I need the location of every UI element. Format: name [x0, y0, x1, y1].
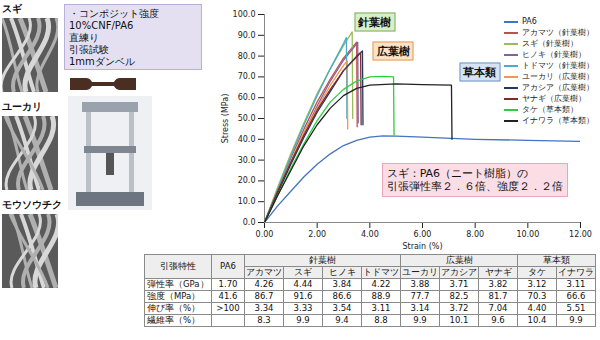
svg-text:30.0: 30.0: [238, 156, 256, 165]
html-text:4.40: 4.40: [527, 303, 547, 313]
html-text:1mmダンベル: 1mmダンベル: [69, 56, 135, 67]
html-text:繊維率（%）: 繊維率（%）: [147, 315, 201, 325]
svg-text:40.0: 40.0: [238, 135, 256, 144]
html-text:4.44: 4.44: [293, 279, 313, 289]
html-text:5.51: 5.51: [566, 303, 586, 313]
html-text:10%CNF/PA6: 10%CNF/PA6: [69, 20, 134, 31]
html-text:タケ: タケ: [528, 267, 546, 277]
html-text:針葉樹: 針葉樹: [358, 15, 392, 29]
html-text:>100: >100: [216, 303, 240, 313]
html-text:4.22: 4.22: [371, 279, 391, 289]
html-text:スギ（針葉樹）: スギ（針葉樹）: [522, 39, 578, 48]
html-text:モウソウチク: モウソウチク: [2, 199, 62, 210]
html-text:1.70: 1.70: [218, 279, 238, 289]
html-text:トドマツ ユーカリ アカシア: トドマツ ユーカリ アカシア: [363, 267, 477, 277]
svg-text:2.00: 2.00: [308, 230, 326, 239]
html-text:66.6: 66.6: [566, 291, 586, 301]
svg-text:Strain (%): Strain (%): [402, 242, 442, 251]
html-text:弾性率（GPa）: 弾性率（GPa）: [147, 279, 209, 289]
html-text:トドマツ（針葉樹）: トドマツ（針葉樹）: [522, 61, 594, 70]
svg-text:Stress (MPa): Stress (MPa): [221, 94, 230, 144]
html-text:9.9: 9.9: [296, 315, 310, 325]
html-text:86.7: 86.7: [254, 291, 274, 301]
html-text:3.14: 3.14: [410, 303, 430, 313]
html-text:ユーカリ: ユーカリ: [2, 101, 42, 112]
html-text:ヤナギ: ヤナギ: [484, 267, 512, 277]
svg-text:20.0: 20.0: [238, 176, 256, 185]
html-text:PA6: PA6: [522, 17, 537, 26]
html-text:ユーカリ（広葉樹）: ユーカリ（広葉樹）: [522, 72, 594, 81]
html-text:8.3: 8.3: [257, 315, 271, 325]
svg-text:0.00: 0.00: [256, 230, 274, 239]
html-text:82.5: 82.5: [449, 291, 469, 301]
html-text:イナワラ（草本類）: イナワラ（草本類）: [522, 116, 594, 125]
svg-text:90.0: 90.0: [238, 31, 256, 40]
html-text:3.11: 3.11: [566, 279, 586, 289]
html-text:3.54: 3.54: [332, 303, 352, 313]
html-text:ヒノキ（針葉樹）: ヒノキ（針葉樹）: [522, 50, 586, 59]
svg-text:70.0: 70.0: [238, 72, 256, 81]
html-text:86.6: 86.6: [332, 291, 352, 301]
html-text:アカシア（広葉樹）: アカシア（広葉樹）: [522, 83, 594, 92]
html-text:草本類: 草本類: [543, 255, 570, 265]
html-text:アカマツ: アカマツ: [246, 267, 282, 277]
svg-text:100.0: 100.0: [233, 10, 256, 19]
html-text:3.72: 3.72: [449, 303, 469, 313]
html-text:10.4: 10.4: [527, 315, 547, 325]
html-text:ヤナギ（広葉樹）: ヤナギ（広葉樹）: [522, 94, 586, 103]
html-text:81.7: 81.7: [488, 291, 508, 301]
html-text:10.1: 10.1: [449, 315, 469, 325]
html-text:広葉樹: 広葉樹: [445, 255, 473, 265]
html-text:イナワラ: イナワラ: [558, 267, 594, 277]
svg-text:60.0: 60.0: [238, 93, 256, 102]
html-text:直練り: 直練り: [69, 32, 99, 43]
html-text:アカマツ（針葉樹）: アカマツ（針葉樹）: [522, 28, 594, 37]
html-text:針葉樹: 針葉樹: [309, 255, 336, 265]
svg-text:8.00: 8.00: [466, 230, 484, 239]
svg-text:12.00: 12.00: [569, 230, 592, 239]
svg-text:6.00: 6.00: [414, 230, 432, 239]
html-text:スギ：PA6（ニート樹脂）の: スギ：PA6（ニート樹脂）の: [386, 167, 529, 181]
html-text:3.88: 3.88: [410, 279, 430, 289]
html-text:引張弾性率２．６倍、強度２．２倍: 引張弾性率２．６倍、強度２．２倍: [386, 180, 563, 194]
html-text:3.84: 3.84: [332, 279, 352, 289]
html-text:3.33: 3.33: [293, 303, 313, 313]
html-text:7.04: 7.04: [488, 303, 508, 313]
html-text:9.9: 9.9: [413, 315, 427, 325]
html-text:ヒノキ: ヒノキ: [328, 267, 356, 277]
html-text:PA6: PA6: [220, 261, 236, 271]
html-text:・コンポジット強度: ・コンポジット強度: [69, 8, 159, 19]
html-text:3.34: 3.34: [254, 303, 274, 313]
svg-text:10.0: 10.0: [238, 197, 256, 206]
html-text:8.8: 8.8: [374, 315, 388, 325]
svg-text:4.00: 4.00: [361, 230, 379, 239]
html-text:タケ（草本類）: タケ（草本類）: [522, 105, 578, 114]
html-text:77.7: 77.7: [410, 291, 430, 301]
svg-text:10.00: 10.00: [516, 230, 539, 239]
html-text:3.12: 3.12: [527, 279, 547, 289]
html-text:3.82: 3.82: [488, 279, 508, 289]
html-text:強度（MPa）: 強度（MPa）: [147, 291, 201, 301]
html-text:4.26: 4.26: [254, 279, 274, 289]
html-text:3.11: 3.11: [371, 303, 391, 313]
svg-text:80.0: 80.0: [238, 52, 256, 61]
html-text:70.3: 70.3: [527, 291, 547, 301]
html-text:草本類: 草本類: [463, 65, 497, 79]
html-text:9.6: 9.6: [491, 315, 505, 325]
html-text:3.71: 3.71: [449, 279, 469, 289]
html-text:41.6: 41.6: [218, 291, 238, 301]
html-text:9.4: 9.4: [335, 315, 349, 325]
html-text:引張特性: 引張特性: [160, 261, 196, 271]
html-text:91.6: 91.6: [293, 291, 313, 301]
html-text:9.9: 9.9: [569, 315, 583, 325]
html-text:引張試験: 引張試験: [69, 44, 109, 55]
html-text:88.9: 88.9: [371, 291, 391, 301]
html-text:スギ: スギ: [2, 3, 22, 14]
svg-text:50.0: 50.0: [238, 114, 256, 123]
html-text:伸び率（%）: 伸び率（%）: [147, 303, 201, 313]
html-text:広葉樹: 広葉樹: [376, 44, 410, 58]
html-text:スギ: スギ: [294, 267, 312, 277]
svg-text:0.0: 0.0: [243, 218, 256, 227]
